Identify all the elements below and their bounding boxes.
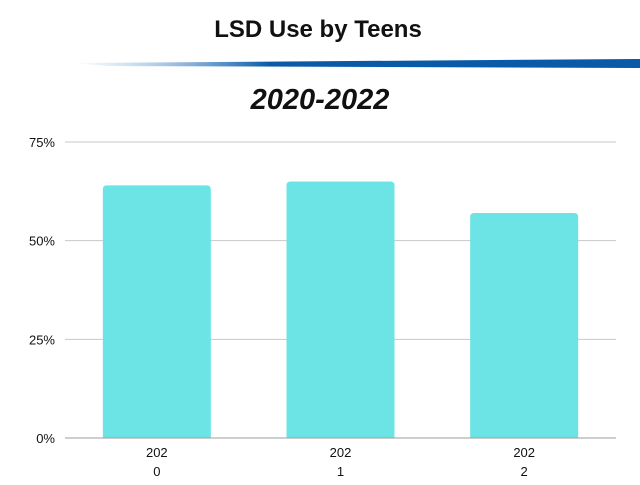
x-tick-label: 202	[146, 445, 168, 460]
bar-2021	[286, 181, 395, 438]
bar-2020	[102, 185, 211, 438]
x-tick-label: 202	[513, 445, 535, 460]
x-tick-label: 0	[153, 464, 160, 479]
y-tick-label: 75%	[29, 135, 55, 150]
x-tick-label: 1	[337, 464, 344, 479]
bars	[102, 181, 579, 438]
x-tick-label: 2	[521, 464, 528, 479]
decorative-stripe	[70, 59, 640, 68]
y-axis-ticks: 0% 25% 50% 75%	[29, 135, 55, 446]
y-tick-label: 25%	[29, 332, 55, 347]
y-tick-label: 0%	[36, 431, 55, 446]
x-axis-ticks: 202 0 202 1 202 2	[146, 445, 535, 479]
chart-title: LSD Use by Teens	[214, 16, 422, 43]
y-tick-label: 50%	[29, 234, 55, 249]
x-tick-label: 202	[330, 445, 352, 460]
bar-2022	[470, 213, 579, 438]
chart-subtitle: 2020-2022	[250, 84, 390, 116]
